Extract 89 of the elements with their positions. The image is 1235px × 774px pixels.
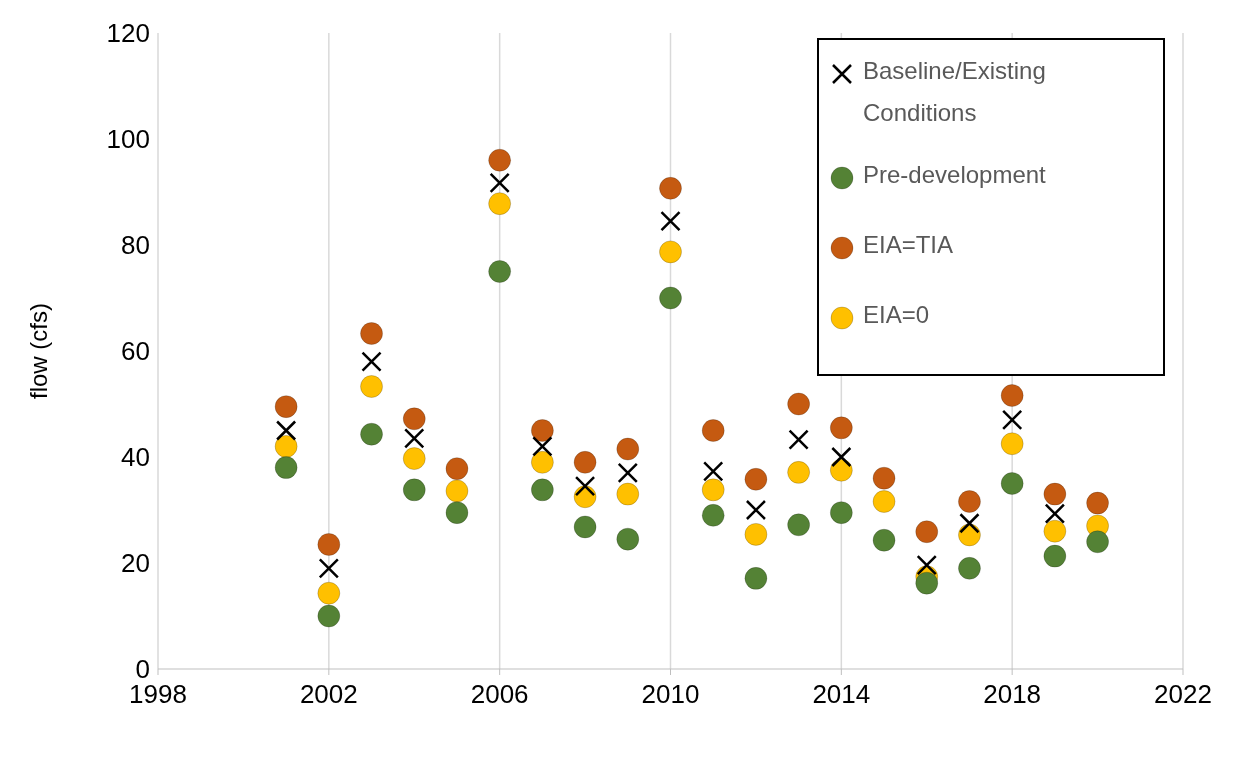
point bbox=[701, 478, 725, 502]
y-tick-label: 100 bbox=[106, 124, 150, 155]
point bbox=[488, 260, 512, 283]
point bbox=[915, 571, 939, 595]
y-tick-label: 60 bbox=[121, 336, 150, 367]
point bbox=[573, 515, 597, 539]
point bbox=[872, 466, 896, 490]
point bbox=[402, 447, 426, 471]
point bbox=[317, 604, 341, 628]
legend-label: EIA=0 bbox=[863, 300, 930, 330]
point bbox=[488, 148, 512, 172]
point bbox=[274, 395, 298, 419]
y-tick-label: 40 bbox=[121, 442, 150, 473]
point bbox=[829, 416, 853, 440]
point bbox=[530, 478, 554, 502]
point bbox=[489, 172, 510, 194]
point bbox=[532, 436, 553, 457]
point bbox=[317, 532, 341, 556]
point bbox=[488, 192, 512, 216]
x-tick-label: 2010 bbox=[641, 679, 700, 710]
point bbox=[574, 475, 596, 497]
point bbox=[274, 456, 298, 480]
y-tick-label: 120 bbox=[106, 18, 150, 49]
point bbox=[445, 457, 469, 481]
point bbox=[787, 392, 811, 416]
point bbox=[701, 419, 725, 442]
point bbox=[445, 501, 469, 525]
point bbox=[275, 420, 297, 441]
point bbox=[744, 522, 768, 546]
point bbox=[915, 520, 939, 544]
point bbox=[360, 375, 384, 399]
point bbox=[660, 210, 681, 232]
point bbox=[1001, 409, 1023, 431]
x-tick-label: 2014 bbox=[812, 679, 871, 710]
y-tick-label: 80 bbox=[121, 230, 150, 261]
point bbox=[445, 479, 469, 503]
point bbox=[360, 322, 384, 346]
point bbox=[317, 581, 341, 605]
point bbox=[659, 286, 682, 310]
point bbox=[744, 467, 768, 491]
point bbox=[659, 240, 682, 264]
point bbox=[530, 450, 554, 474]
point bbox=[702, 461, 724, 482]
point bbox=[957, 556, 981, 580]
point bbox=[872, 490, 896, 514]
x-tick-label: 2022 bbox=[1154, 679, 1212, 710]
point bbox=[360, 422, 384, 446]
legend-label: Baseline/Existing Conditions bbox=[863, 56, 1047, 128]
point bbox=[959, 513, 980, 534]
point bbox=[1043, 519, 1067, 543]
legend-label: EIA=TIA bbox=[863, 230, 954, 260]
point bbox=[616, 437, 640, 461]
point bbox=[1000, 472, 1024, 495]
point bbox=[829, 501, 853, 525]
x-tick-label: 2006 bbox=[470, 679, 529, 710]
point bbox=[318, 558, 340, 579]
point bbox=[1000, 432, 1024, 456]
point bbox=[404, 428, 425, 449]
point bbox=[573, 450, 597, 474]
point bbox=[787, 513, 811, 537]
point bbox=[1086, 530, 1110, 554]
x-tick-label: 2018 bbox=[983, 679, 1042, 710]
point bbox=[616, 482, 640, 506]
point bbox=[659, 176, 682, 200]
point bbox=[402, 478, 426, 502]
point bbox=[701, 503, 725, 527]
point bbox=[916, 554, 937, 576]
point bbox=[957, 490, 981, 514]
point bbox=[1086, 491, 1110, 515]
point bbox=[1043, 544, 1067, 568]
point bbox=[788, 429, 809, 450]
point bbox=[787, 460, 811, 484]
point bbox=[402, 407, 426, 431]
point bbox=[1000, 384, 1024, 408]
legend-label: Pre-development bbox=[863, 160, 1046, 190]
point bbox=[831, 446, 852, 468]
point bbox=[530, 419, 554, 442]
point bbox=[872, 528, 896, 552]
point bbox=[616, 527, 640, 551]
point bbox=[1044, 503, 1066, 524]
point bbox=[744, 566, 768, 590]
point bbox=[361, 351, 382, 372]
point bbox=[274, 434, 298, 458]
y-tick-label: 20 bbox=[121, 548, 150, 579]
point bbox=[1043, 482, 1067, 506]
point bbox=[745, 499, 767, 521]
x-tick-label: 2002 bbox=[299, 679, 358, 710]
point bbox=[617, 462, 639, 484]
y-axis-title: flow (cfs) bbox=[24, 303, 52, 399]
